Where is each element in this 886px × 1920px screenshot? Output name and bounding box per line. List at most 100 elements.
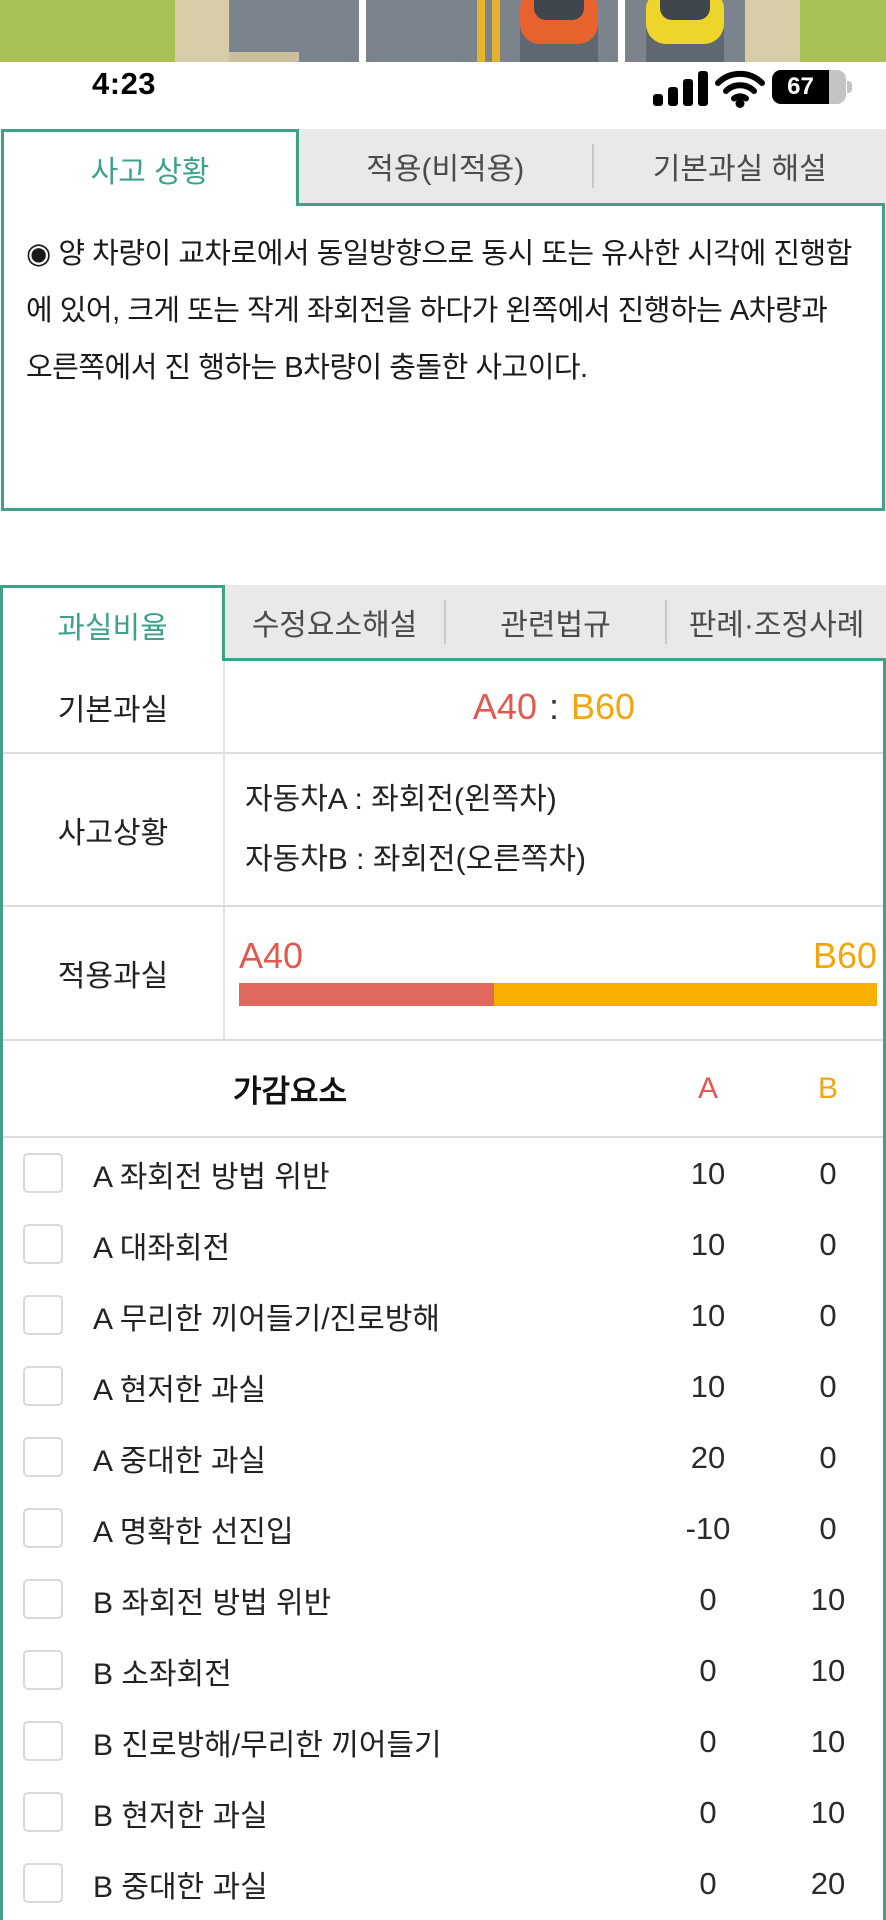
modifier-b-value: 10 bbox=[810, 1794, 846, 1830]
modifier-label: A 현저한 과실 bbox=[93, 1373, 267, 1407]
tab-divider bbox=[444, 599, 446, 644]
situation-line-a: 자동차A : 좌회전(왼쪽차) bbox=[245, 782, 557, 816]
lane-line bbox=[359, 0, 366, 62]
modifier-a-value: 10 bbox=[690, 1226, 726, 1262]
modifier-checkbox[interactable] bbox=[23, 1295, 63, 1335]
modifier-label: B 현저한 과실 bbox=[93, 1799, 268, 1833]
basic-fault-label: 기본과실 bbox=[3, 661, 225, 752]
modifier-row: A 명확한 선진입 -10 0 bbox=[3, 1493, 883, 1564]
modifier-b-value: 0 bbox=[819, 1439, 837, 1475]
modifier-label: B 좌회전 방법 위반 bbox=[93, 1586, 332, 1620]
modifier-a-value: 0 bbox=[699, 1865, 717, 1901]
center-double-yellow-line bbox=[477, 0, 500, 62]
modifier-title: 가감요소 bbox=[232, 1074, 348, 1109]
secondary-tab-strip: 수정요소해설 관련법규 판례·조정사례 bbox=[225, 585, 886, 658]
modifier-a-value: 10 bbox=[690, 1297, 726, 1333]
fault-ratio-bar-b bbox=[494, 983, 877, 1006]
modifier-checkbox[interactable] bbox=[23, 1650, 63, 1690]
basic-fault-row: 기본과실 A40 : B60 bbox=[3, 661, 883, 754]
modifier-checkbox[interactable] bbox=[23, 1863, 63, 1903]
applied-fault-label: 적용과실 bbox=[3, 907, 225, 1039]
applied-fault-row: 적용과실 A40 B60 bbox=[3, 907, 883, 1041]
modifier-b-value: 20 bbox=[810, 1865, 846, 1901]
fault-ratio-bar bbox=[239, 983, 877, 1006]
modifier-label: B 중대한 과실 bbox=[93, 1870, 268, 1904]
accident-situation-label: 사고상황 bbox=[3, 754, 225, 905]
tab-fault-ratio[interactable]: 과실비율 bbox=[0, 585, 225, 661]
car-windshield bbox=[534, 0, 584, 20]
modifier-checkbox[interactable] bbox=[23, 1224, 63, 1264]
modifier-a-value: 0 bbox=[699, 1652, 717, 1688]
modifier-a-value: 10 bbox=[690, 1155, 726, 1191]
battery-empty-portion bbox=[829, 70, 846, 104]
modifier-row: A 좌회전 방법 위반 10 0 bbox=[3, 1138, 883, 1209]
tab-basic-fault-commentary[interactable]: 기본과실 해설 bbox=[652, 153, 827, 186]
modifier-list: A 좌회전 방법 위반 10 0 A 대좌회전 10 0 A 무리한 끼어들기/… bbox=[3, 1138, 883, 1919]
modifier-row: A 현저한 과실 10 0 bbox=[3, 1351, 883, 1422]
modifier-checkbox[interactable] bbox=[23, 1366, 63, 1406]
modifier-row: B 중대한 과실 0 20 bbox=[3, 1848, 883, 1919]
car-orange-icon bbox=[520, 0, 598, 44]
modifier-checkbox[interactable] bbox=[23, 1579, 63, 1619]
modifier-row: A 대좌회전 10 0 bbox=[3, 1209, 883, 1280]
sidewalk-right bbox=[745, 0, 800, 62]
modifier-b-value: 10 bbox=[810, 1723, 846, 1759]
tab-modifier-commentary[interactable]: 수정요소해설 bbox=[251, 608, 418, 642]
wifi-icon bbox=[715, 70, 765, 108]
tab-related-laws[interactable]: 관련법규 bbox=[500, 608, 611, 642]
modifier-a-value: 0 bbox=[699, 1723, 717, 1759]
fault-ratio-bar-a bbox=[239, 983, 495, 1006]
accident-situation-row: 사고상황 자동차A : 좌회전(왼쪽차) 자동차B : 좌회전(오른쪽차) bbox=[3, 754, 883, 907]
tab-accident-situation[interactable]: 사고 상황 bbox=[1, 129, 299, 206]
modifier-checkbox[interactable] bbox=[23, 1508, 63, 1548]
situation-lines: 자동차A : 좌회전(왼쪽차) 자동차B : 좌회전(오른쪽차) bbox=[245, 770, 586, 890]
accident-description-box: ◉ 양 차량이 교차로에서 동일방향으로 동시 또는 유사한 시각에 진행함에 … bbox=[1, 203, 885, 511]
tab-divider bbox=[591, 144, 594, 188]
tab-applied-not-applied[interactable]: 적용(비적용) bbox=[366, 153, 525, 186]
battery-icon: 67 bbox=[772, 70, 852, 104]
accident-description: ◉ 양 차량이 교차로에서 동일방향으로 동시 또는 유사한 시각에 진행함에 … bbox=[26, 238, 852, 384]
fault-colon: : bbox=[548, 685, 559, 727]
column-header-b: B bbox=[817, 1071, 838, 1105]
modifier-label: A 대좌회전 bbox=[93, 1231, 231, 1265]
status-time: 4:23 bbox=[92, 66, 157, 101]
situation-line-b: 자동차B : 좌회전(오른쪽차) bbox=[245, 842, 586, 876]
fault-b-value: B60 bbox=[571, 685, 636, 727]
battery-nub bbox=[847, 81, 852, 93]
modifier-row: A 중대한 과실 20 0 bbox=[3, 1422, 883, 1493]
road-illustration bbox=[0, 0, 886, 62]
primary-tab-strip: 적용(비적용) 기본과실 해설 bbox=[299, 129, 886, 203]
tab-divider bbox=[665, 599, 667, 644]
road bbox=[229, 0, 745, 62]
modifier-b-value: 10 bbox=[810, 1581, 846, 1617]
modifier-label: B 소좌회전 bbox=[93, 1657, 232, 1691]
car-windshield bbox=[660, 0, 710, 20]
modifier-checkbox[interactable] bbox=[23, 1792, 63, 1832]
sidewalk-left bbox=[175, 0, 229, 62]
modifier-label: A 좌회전 방법 위반 bbox=[93, 1160, 330, 1194]
curb bbox=[229, 52, 299, 62]
modifier-label: A 중대한 과실 bbox=[93, 1444, 267, 1478]
basic-fault-value: A40 : B60 bbox=[225, 661, 883, 752]
modifier-a-value: -10 bbox=[685, 1510, 731, 1546]
modifier-checkbox[interactable] bbox=[23, 1721, 63, 1761]
modifier-row: A 무리한 끼어들기/진로방해 10 0 bbox=[3, 1280, 883, 1351]
applied-b-label: B60 bbox=[812, 935, 877, 976]
modifier-label: A 무리한 끼어들기/진로방해 bbox=[93, 1302, 440, 1336]
modifier-row: B 좌회전 방법 위반 0 10 bbox=[3, 1564, 883, 1635]
modifier-a-value: 20 bbox=[690, 1439, 726, 1475]
modifier-checkbox[interactable] bbox=[23, 1153, 63, 1193]
modifier-row: B 소좌회전 0 10 bbox=[3, 1635, 883, 1706]
modifier-row: B 현저한 과실 0 10 bbox=[3, 1777, 883, 1848]
modifier-checkbox[interactable] bbox=[23, 1437, 63, 1477]
modifier-b-value: 0 bbox=[819, 1510, 837, 1546]
modifier-b-value: 0 bbox=[819, 1297, 837, 1333]
modifier-b-value: 10 bbox=[810, 1652, 846, 1688]
fault-ratio-content: 기본과실 A40 : B60 사고상황 자동차A : 좌회전(왼쪽차) 자동차B… bbox=[0, 658, 886, 1920]
modifier-header-row: 가감요소 A B bbox=[3, 1041, 883, 1138]
modifier-a-value: 10 bbox=[690, 1368, 726, 1404]
column-header-a: A bbox=[697, 1071, 718, 1105]
tab-precedents[interactable]: 판례·조정사례 bbox=[688, 608, 865, 642]
fault-a-value: A40 bbox=[472, 685, 537, 727]
